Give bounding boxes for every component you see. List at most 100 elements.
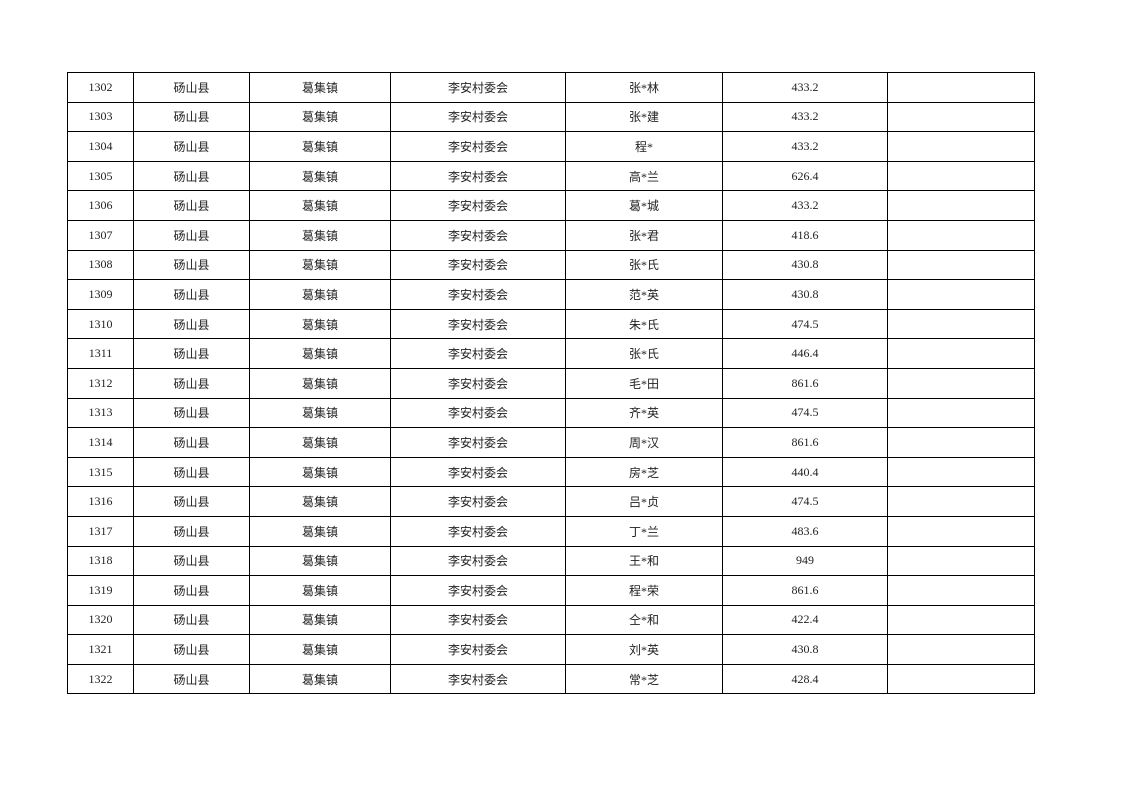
person-name-cell: 张*氏 — [565, 249, 723, 281]
amount-cell: 433.2 — [722, 101, 888, 133]
amount-cell: 474.5 — [722, 397, 888, 429]
village-committee-cell: 李安村委会 — [390, 397, 566, 429]
row-number-cell: 1320 — [67, 604, 134, 636]
person-name-cell: 张*氏 — [565, 338, 723, 369]
amount-cell: 430.8 — [722, 249, 888, 281]
village-committee-cell: 李安村委会 — [390, 249, 566, 281]
table-row: 1305 砀山县 葛集镇 李安村委会 高*兰 626.4 — [67, 160, 1035, 192]
town-cell: 葛集镇 — [249, 190, 391, 221]
person-name-cell: 常*芝 — [565, 663, 723, 695]
county-cell: 砀山县 — [133, 131, 250, 162]
person-name-cell: 高*兰 — [565, 160, 723, 192]
table-row: 1306 砀山县 葛集镇 李安村委会 葛*城 433.2 — [67, 190, 1035, 221]
county-cell: 砀山县 — [133, 338, 250, 369]
town-cell: 葛集镇 — [249, 545, 391, 577]
row-number-cell: 1303 — [67, 101, 134, 133]
person-name-cell: 葛*城 — [565, 190, 723, 221]
data-table: 1302 砀山县 葛集镇 李安村委会 张*林 433.2 1303 砀山县 葛集镇 李安村委会 张*… — [67, 72, 1035, 695]
village-committee-cell: 李安村委会 — [390, 219, 566, 251]
row-number-cell: 1315 — [67, 456, 134, 488]
village-committee-cell: 李安村委会 — [390, 367, 566, 399]
row-number-cell: 1319 — [67, 575, 134, 606]
row-number-cell: 1302 — [67, 72, 134, 103]
table-row: 1315 砀山县 葛集镇 李安村委会 房*芝 440.4 — [67, 456, 1035, 488]
person-name-cell: 朱*氏 — [565, 308, 723, 340]
remark-cell — [887, 190, 1035, 221]
town-cell: 葛集镇 — [249, 663, 391, 695]
row-number-cell: 1304 — [67, 131, 134, 162]
row-number-cell: 1307 — [67, 219, 134, 251]
county-cell: 砀山县 — [133, 427, 250, 458]
person-name-cell: 仝*和 — [565, 604, 723, 636]
village-committee-cell: 李安村委会 — [390, 486, 566, 517]
table-row: 1303 砀山县 葛集镇 李安村委会 张*建 433.2 — [67, 101, 1035, 133]
row-number-cell: 1311 — [67, 338, 134, 369]
county-cell: 砀山县 — [133, 190, 250, 221]
town-cell: 葛集镇 — [249, 338, 391, 369]
town-cell: 葛集镇 — [249, 249, 391, 281]
village-committee-cell: 李安村委会 — [390, 131, 566, 162]
amount-cell: 440.4 — [722, 456, 888, 488]
person-name-cell: 毛*田 — [565, 367, 723, 399]
village-committee-cell: 李安村委会 — [390, 160, 566, 192]
town-cell: 葛集镇 — [249, 308, 391, 340]
person-name-cell: 张*建 — [565, 101, 723, 133]
county-cell: 砀山县 — [133, 456, 250, 488]
remark-cell — [887, 663, 1035, 695]
town-cell: 葛集镇 — [249, 634, 391, 665]
row-number-cell: 1309 — [67, 279, 134, 310]
amount-cell: 861.6 — [722, 367, 888, 399]
table-row: 1314 砀山县 葛集镇 李安村委会 周*汉 861.6 — [67, 427, 1035, 458]
remark-cell — [887, 397, 1035, 429]
amount-cell: 433.2 — [722, 190, 888, 221]
remark-cell — [887, 367, 1035, 399]
county-cell: 砀山县 — [133, 575, 250, 606]
row-number-cell: 1317 — [67, 515, 134, 547]
county-cell: 砀山县 — [133, 101, 250, 133]
county-cell: 砀山县 — [133, 397, 250, 429]
remark-cell — [887, 545, 1035, 577]
amount-cell: 474.5 — [722, 308, 888, 340]
amount-cell: 422.4 — [722, 604, 888, 636]
remark-cell — [887, 131, 1035, 162]
amount-cell: 418.6 — [722, 219, 888, 251]
county-cell: 砀山县 — [133, 634, 250, 665]
person-name-cell: 范*英 — [565, 279, 723, 310]
county-cell: 砀山县 — [133, 545, 250, 577]
town-cell: 葛集镇 — [249, 604, 391, 636]
table-row: 1313 砀山县 葛集镇 李安村委会 齐*英 474.5 — [67, 397, 1035, 429]
table-row: 1317 砀山县 葛集镇 李安村委会 丁*兰 483.6 — [67, 515, 1035, 547]
table-row: 1322 砀山县 葛集镇 李安村委会 常*芝 428.4 — [67, 663, 1035, 695]
county-cell: 砀山县 — [133, 308, 250, 340]
amount-cell: 446.4 — [722, 338, 888, 369]
village-committee-cell: 李安村委会 — [390, 190, 566, 221]
row-number-cell: 1313 — [67, 397, 134, 429]
table-row: 1320 砀山县 葛集镇 李安村委会 仝*和 422.4 — [67, 604, 1035, 636]
amount-cell: 861.6 — [722, 575, 888, 606]
row-number-cell: 1321 — [67, 634, 134, 665]
county-cell: 砀山县 — [133, 604, 250, 636]
village-committee-cell: 李安村委会 — [390, 101, 566, 133]
town-cell: 葛集镇 — [249, 515, 391, 547]
remark-cell — [887, 427, 1035, 458]
county-cell: 砀山县 — [133, 486, 250, 517]
remark-cell — [887, 219, 1035, 251]
remark-cell — [887, 456, 1035, 488]
person-name-cell: 周*汉 — [565, 427, 723, 458]
town-cell: 葛集镇 — [249, 575, 391, 606]
town-cell: 葛集镇 — [249, 486, 391, 517]
town-cell: 葛集镇 — [249, 456, 391, 488]
remark-cell — [887, 279, 1035, 310]
table-row: 1308 砀山县 葛集镇 李安村委会 张*氏 430.8 — [67, 249, 1035, 281]
amount-cell: 949 — [722, 545, 888, 577]
county-cell: 砀山县 — [133, 367, 250, 399]
table-row: 1309 砀山县 葛集镇 李安村委会 范*英 430.8 — [67, 279, 1035, 310]
table-row: 1304 砀山县 葛集镇 李安村委会 程* 433.2 — [67, 131, 1035, 162]
person-name-cell: 张*君 — [565, 219, 723, 251]
remark-cell — [887, 101, 1035, 133]
row-number-cell: 1318 — [67, 545, 134, 577]
remark-cell — [887, 634, 1035, 665]
table-row: 1312 砀山县 葛集镇 李安村委会 毛*田 861.6 — [67, 367, 1035, 399]
person-name-cell: 程* — [565, 131, 723, 162]
town-cell: 葛集镇 — [249, 427, 391, 458]
